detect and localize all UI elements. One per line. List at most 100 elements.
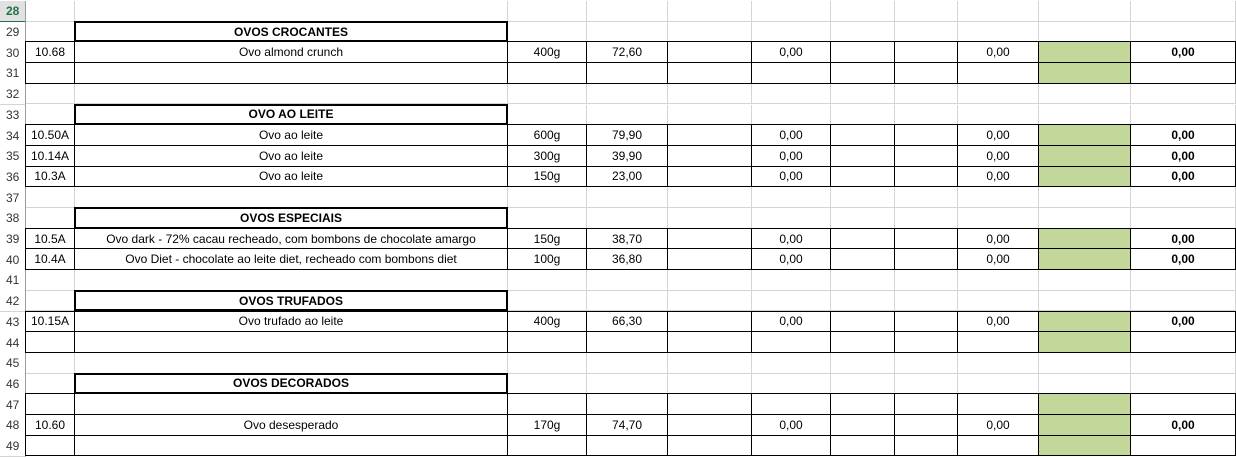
cell [830, 165, 895, 188]
cell [26, 290, 75, 312]
cell [1131, 83, 1236, 105]
cell [586, 434, 668, 457]
cell-total: 0,00 [1130, 227, 1236, 250]
cell [75, 83, 508, 105]
cell [74, 62, 508, 84]
cell-value1: 0,00 [751, 310, 831, 333]
cell-value2: 0,00 [957, 414, 1039, 436]
cell [831, 290, 895, 312]
cell-value1: 0,00 [751, 144, 831, 167]
row-header: 30 [0, 42, 26, 65]
cell-value1: 0,00 [751, 41, 831, 64]
cell [26, 352, 75, 374]
section-title: OVO AO LEITE [74, 103, 508, 126]
cell [1038, 165, 1131, 188]
row-header: 44 [0, 332, 26, 354]
cell-value2: 0,00 [957, 310, 1039, 333]
cell [1131, 373, 1236, 395]
cell [1039, 290, 1131, 312]
cell-product: Ovo ao leite [74, 165, 508, 188]
row-header: 28 [0, 1, 26, 23]
cell-price: 36,80 [586, 248, 668, 271]
cell [894, 144, 958, 167]
cell [894, 248, 958, 271]
cell [751, 331, 831, 353]
cell-code: 10.50A [25, 124, 75, 146]
cell [667, 144, 752, 167]
cell [667, 41, 752, 64]
cell [1130, 434, 1236, 457]
cell [830, 393, 895, 415]
cell [508, 21, 587, 43]
cell [752, 373, 831, 395]
cell [1130, 331, 1236, 353]
cell [668, 187, 752, 208]
cell-size: 100g [507, 248, 587, 271]
cell [958, 104, 1039, 126]
row-header: 35 [0, 145, 26, 168]
cell [751, 62, 831, 84]
cell [74, 393, 508, 415]
cell [830, 248, 895, 271]
cell [1038, 248, 1131, 271]
cell-value1: 0,00 [751, 124, 831, 146]
cell [668, 83, 752, 105]
cell [1039, 352, 1131, 374]
cell [957, 62, 1039, 84]
cell [752, 1, 831, 22]
cell-price: 72,60 [586, 41, 668, 64]
cell [508, 187, 587, 208]
cell [895, 373, 958, 395]
cell-total: 0,00 [1130, 248, 1236, 271]
cell-total: 0,00 [1130, 310, 1236, 333]
cell [667, 331, 752, 353]
cell [668, 290, 752, 312]
cell [895, 83, 958, 105]
cell [1039, 104, 1131, 126]
cell [587, 1, 668, 22]
cell [1038, 41, 1131, 64]
cell [587, 187, 668, 208]
section-title: OVOS ESPECIAIS [74, 207, 508, 229]
cell [1131, 21, 1236, 43]
cell [752, 270, 831, 291]
cell [1039, 187, 1131, 208]
cell [1131, 352, 1236, 374]
cell [586, 393, 668, 415]
cell [507, 331, 587, 353]
cell [508, 373, 587, 395]
cell [895, 352, 958, 374]
cell [667, 393, 752, 415]
cell-product: Ovo dark - 72% cacau recheado, com bombo… [74, 227, 508, 250]
cell [1131, 104, 1236, 126]
cell-price: 74,70 [586, 414, 668, 436]
cell-value1: 0,00 [751, 414, 831, 436]
cell [1039, 83, 1131, 105]
cell [830, 331, 895, 353]
cell [587, 83, 668, 105]
row-header: 42 [0, 290, 26, 313]
cell [26, 21, 75, 43]
cell [667, 62, 752, 84]
cell [1038, 331, 1131, 353]
cell [667, 310, 752, 333]
cell [25, 331, 75, 353]
cell [958, 290, 1039, 312]
cell [1038, 414, 1131, 436]
cell [1038, 144, 1131, 167]
cell [958, 21, 1039, 43]
cell [668, 352, 752, 374]
cell [25, 62, 75, 84]
cell [508, 1, 587, 22]
cell-size: 150g [507, 227, 587, 250]
cell [895, 290, 958, 312]
cell [26, 104, 75, 126]
cell [831, 21, 895, 43]
cell [1131, 187, 1236, 208]
cell [894, 124, 958, 146]
cell [667, 434, 752, 457]
cell [1131, 290, 1236, 312]
cell-size: 170g [507, 414, 587, 436]
cell [957, 434, 1039, 457]
cell [958, 83, 1039, 105]
